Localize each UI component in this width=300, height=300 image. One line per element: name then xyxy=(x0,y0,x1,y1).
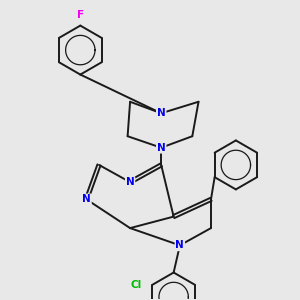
Text: N: N xyxy=(157,143,166,153)
Text: N: N xyxy=(157,108,166,118)
Text: N: N xyxy=(126,177,134,187)
Text: Cl: Cl xyxy=(130,280,142,290)
Text: N: N xyxy=(176,240,184,250)
Text: N: N xyxy=(82,194,91,204)
Text: F: F xyxy=(77,10,84,20)
